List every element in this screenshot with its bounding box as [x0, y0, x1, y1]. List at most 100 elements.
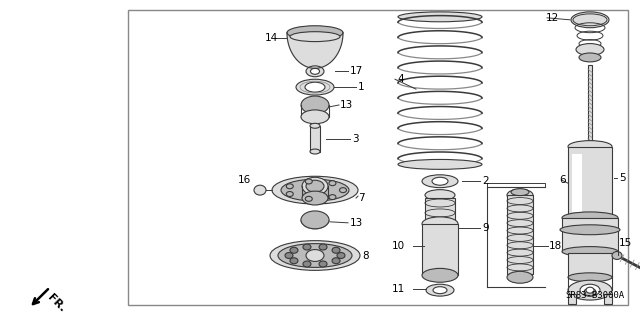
Ellipse shape [287, 26, 343, 40]
Bar [507, 195, 533, 274]
Text: SR83-B3000A: SR83-B3000A [565, 291, 624, 300]
Ellipse shape [303, 261, 311, 267]
Ellipse shape [507, 271, 533, 283]
Ellipse shape [398, 12, 482, 22]
Text: 3: 3 [352, 134, 358, 144]
Ellipse shape [310, 123, 320, 128]
Ellipse shape [303, 244, 311, 250]
Ellipse shape [296, 79, 334, 95]
Bar [425, 198, 455, 259]
Text: 7: 7 [358, 193, 365, 203]
Ellipse shape [329, 195, 336, 200]
Text: FR.: FR. [46, 292, 68, 314]
Ellipse shape [305, 197, 312, 201]
Ellipse shape [422, 217, 458, 231]
Ellipse shape [571, 12, 609, 28]
Ellipse shape [568, 141, 612, 152]
Ellipse shape [560, 225, 620, 235]
Bar [562, 218, 618, 252]
Ellipse shape [319, 244, 327, 250]
Ellipse shape [272, 176, 358, 204]
Bar [588, 65, 592, 146]
Ellipse shape [301, 110, 329, 124]
Text: 13: 13 [350, 218, 364, 228]
Ellipse shape [586, 287, 594, 293]
Text: 2: 2 [482, 176, 488, 186]
Text: 5: 5 [619, 173, 626, 183]
Bar [568, 146, 612, 218]
Text: 4: 4 [397, 74, 404, 84]
Ellipse shape [310, 68, 319, 74]
Ellipse shape [568, 280, 612, 300]
Ellipse shape [302, 191, 328, 205]
Ellipse shape [306, 66, 324, 77]
Bar [487, 183, 545, 187]
Text: 14: 14 [265, 33, 278, 43]
Ellipse shape [339, 188, 346, 193]
Bar [604, 294, 612, 304]
Ellipse shape [584, 288, 596, 296]
Ellipse shape [310, 149, 320, 154]
Ellipse shape [281, 179, 349, 201]
Ellipse shape [254, 185, 266, 195]
Ellipse shape [278, 244, 352, 267]
Ellipse shape [576, 44, 604, 56]
Text: 18: 18 [549, 241, 563, 251]
Ellipse shape [562, 247, 618, 256]
Ellipse shape [332, 247, 340, 253]
Bar [422, 224, 458, 275]
Ellipse shape [422, 175, 458, 188]
Ellipse shape [398, 160, 482, 169]
Ellipse shape [568, 213, 612, 223]
Ellipse shape [286, 184, 293, 189]
Ellipse shape [579, 53, 601, 62]
Ellipse shape [612, 252, 622, 259]
Ellipse shape [507, 189, 533, 201]
Ellipse shape [270, 241, 360, 271]
Ellipse shape [301, 96, 329, 114]
Ellipse shape [337, 253, 345, 258]
Bar [128, 10, 628, 305]
Ellipse shape [433, 287, 447, 293]
Text: 13: 13 [340, 100, 353, 110]
Bar [572, 154, 582, 212]
Ellipse shape [301, 211, 329, 229]
Ellipse shape [332, 258, 340, 264]
Polygon shape [301, 220, 329, 229]
Text: 15: 15 [619, 238, 632, 248]
Ellipse shape [305, 82, 325, 92]
Ellipse shape [580, 284, 600, 296]
Ellipse shape [290, 247, 298, 253]
Ellipse shape [302, 177, 328, 195]
Ellipse shape [290, 258, 298, 264]
Bar [310, 126, 320, 152]
Ellipse shape [286, 191, 293, 197]
Ellipse shape [290, 32, 340, 41]
Ellipse shape [511, 189, 529, 196]
Text: 12: 12 [546, 13, 559, 23]
Ellipse shape [329, 181, 336, 186]
Ellipse shape [423, 260, 457, 271]
Text: 9: 9 [482, 223, 488, 233]
Text: 8: 8 [362, 250, 369, 261]
Ellipse shape [285, 253, 293, 258]
Ellipse shape [432, 177, 448, 185]
Bar [568, 294, 576, 304]
Ellipse shape [306, 249, 324, 262]
Ellipse shape [425, 190, 455, 201]
Text: 16: 16 [238, 175, 252, 185]
Ellipse shape [319, 261, 327, 267]
Text: 1: 1 [358, 82, 365, 92]
Ellipse shape [426, 284, 454, 296]
Text: 11: 11 [392, 284, 405, 294]
Text: 6: 6 [559, 175, 566, 185]
Ellipse shape [562, 212, 618, 224]
Polygon shape [287, 33, 343, 68]
Ellipse shape [305, 179, 312, 184]
Text: 10: 10 [392, 241, 405, 251]
Ellipse shape [423, 254, 457, 267]
Ellipse shape [306, 180, 324, 192]
Bar [568, 253, 612, 277]
Ellipse shape [422, 268, 458, 282]
Ellipse shape [568, 273, 612, 282]
